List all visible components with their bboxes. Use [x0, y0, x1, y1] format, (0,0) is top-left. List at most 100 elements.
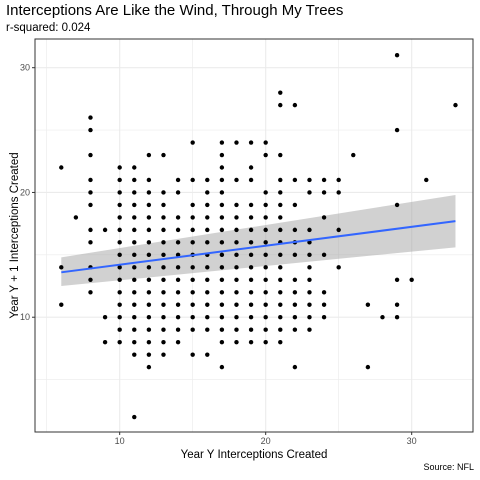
data-point: [161, 352, 166, 357]
data-point: [263, 327, 268, 332]
data-point: [117, 215, 122, 220]
data-point: [248, 302, 254, 307]
data-point: [278, 277, 283, 282]
data-point: [336, 265, 341, 270]
source-caption: Source: NFL: [423, 462, 474, 472]
data-point: [248, 140, 254, 145]
data-point: [146, 265, 152, 270]
data-point: [205, 265, 210, 270]
data-point: [205, 352, 210, 357]
data-point: [117, 327, 122, 332]
data-point: [205, 215, 210, 220]
data-point: [336, 190, 341, 195]
data-point: [263, 215, 268, 220]
data-point: [278, 177, 283, 183]
data-point: [205, 190, 210, 195]
data-point: [248, 215, 254, 220]
data-point: [263, 302, 268, 307]
chart-subtitle: r-squared: 0.024: [6, 22, 91, 34]
data-point: [88, 190, 93, 195]
data-point: [248, 240, 254, 245]
data-point: [132, 277, 137, 282]
data-point: [278, 252, 283, 258]
data-point: [161, 152, 166, 158]
data-point: [248, 339, 254, 345]
data-point: [321, 302, 327, 307]
data-point: [190, 140, 195, 145]
data-point: [219, 140, 225, 145]
data-point: [307, 315, 312, 320]
data-point: [161, 227, 166, 233]
data-points: [59, 53, 458, 420]
x-tick-label: 10: [115, 436, 125, 446]
data-point: [117, 177, 122, 183]
data-point: [146, 302, 152, 307]
data-point: [278, 215, 283, 220]
data-point: [234, 140, 239, 145]
data-point: [278, 315, 283, 320]
data-point: [190, 352, 195, 357]
data-point: [205, 202, 210, 208]
y-tick-label: 20: [20, 187, 30, 197]
data-point: [219, 265, 225, 270]
data-point: [161, 315, 166, 320]
data-point: [307, 277, 312, 282]
data-point: [307, 227, 312, 233]
data-point: [205, 290, 210, 295]
data-point: [292, 302, 298, 307]
data-point: [278, 90, 283, 95]
data-point: [175, 290, 181, 295]
data-point: [219, 227, 225, 233]
data-point: [307, 302, 312, 307]
data-point: [234, 327, 239, 332]
data-point: [263, 140, 268, 145]
data-point: [248, 177, 254, 183]
data-point: [175, 190, 181, 195]
data-point: [248, 227, 254, 233]
data-point: [205, 240, 210, 245]
data-point: [132, 177, 137, 183]
data-point: [161, 252, 166, 258]
panel-background: [35, 39, 473, 432]
data-point: [88, 277, 93, 282]
data-point: [278, 302, 283, 307]
data-point: [307, 190, 312, 195]
data-point: [278, 202, 283, 208]
data-point: [219, 215, 225, 220]
data-point: [175, 227, 181, 233]
data-point: [132, 302, 137, 307]
data-point: [263, 240, 268, 245]
data-point: [88, 152, 93, 158]
data-point: [307, 327, 312, 332]
data-point: [248, 327, 254, 332]
data-point: [351, 152, 356, 158]
data-point: [161, 240, 166, 245]
data-point: [102, 227, 108, 233]
data-point: [88, 177, 93, 183]
data-point: [292, 252, 298, 258]
data-point: [321, 315, 327, 320]
data-point: [248, 277, 254, 282]
data-point: [146, 177, 152, 183]
panel-border: [34, 38, 474, 433]
data-point: [234, 265, 239, 270]
data-point: [117, 227, 122, 233]
x-tick-label: 20: [261, 436, 271, 446]
data-point: [321, 252, 327, 258]
data-point: [263, 202, 268, 208]
data-point: [263, 277, 268, 282]
data-point: [336, 177, 341, 183]
data-point: [161, 265, 166, 270]
data-point: [175, 240, 181, 245]
data-point: [190, 202, 195, 208]
data-point: [219, 165, 225, 170]
data-point: [132, 339, 137, 345]
data-point: [175, 215, 181, 220]
data-point: [365, 302, 371, 307]
data-point: [146, 252, 152, 258]
y-axis-ticks: 10 20 30: [20, 63, 35, 322]
data-point: [117, 315, 122, 320]
data-point: [161, 202, 166, 208]
data-point: [88, 290, 93, 295]
